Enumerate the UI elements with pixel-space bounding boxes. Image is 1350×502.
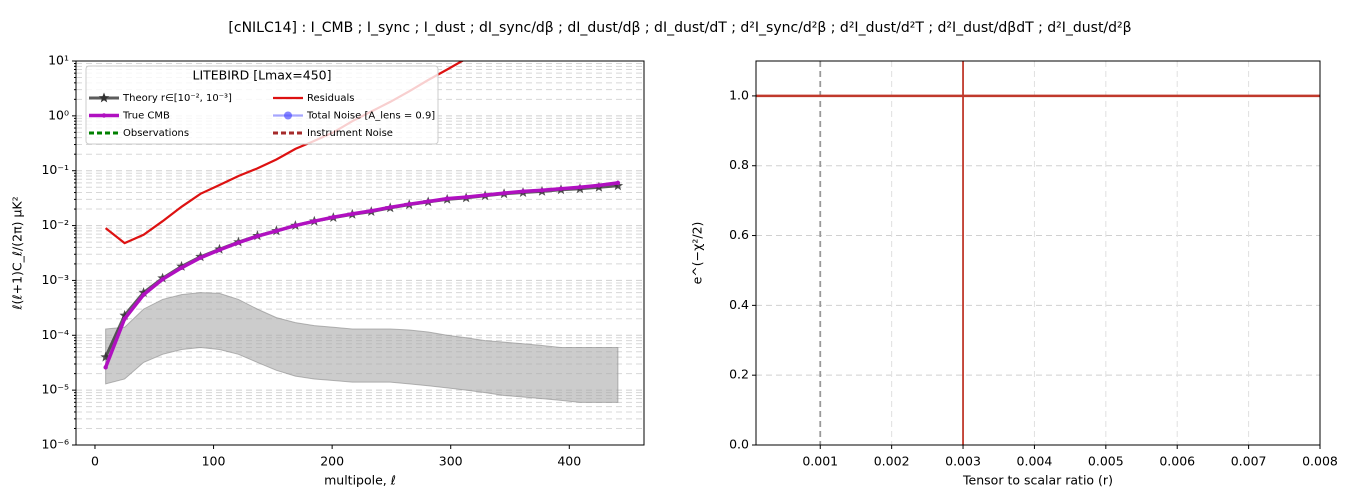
legend-label: Total Noise [A_lens = 0.9] xyxy=(306,111,435,122)
dot-marker xyxy=(122,316,127,321)
dot-marker xyxy=(577,185,583,190)
y-tick-label: 0.2 xyxy=(729,367,749,382)
x-tick-label: 0.007 xyxy=(1231,454,1267,469)
x-tick-label: 0.006 xyxy=(1159,454,1195,469)
legend-label: Residuals xyxy=(307,93,354,104)
star-marker xyxy=(100,351,111,362)
x-tick-label: 0.004 xyxy=(1017,454,1053,469)
y-tick-label: 10⁻⁴ xyxy=(41,327,69,342)
y-axis-label: ℓ(ℓ+1)C_ℓ/(2π) μK² xyxy=(10,196,25,310)
dot-marker xyxy=(255,234,260,239)
y-axis-label: e^(−χ²/2) xyxy=(690,222,705,285)
dot-marker xyxy=(274,228,279,234)
y-tick-label: 1.0 xyxy=(729,87,749,102)
y-tick-label: 0.8 xyxy=(729,157,749,172)
dot-marker xyxy=(198,255,203,260)
x-tick-label: 100 xyxy=(202,454,226,469)
dot-marker xyxy=(482,192,488,198)
y-tick-label: 10⁻⁶ xyxy=(41,437,69,452)
dot-marker xyxy=(331,215,336,220)
dot-marker xyxy=(615,180,621,186)
y-tick-label: 0.4 xyxy=(729,297,749,312)
dot-marker xyxy=(463,194,469,200)
dot-marker xyxy=(160,277,165,282)
dot-marker xyxy=(558,186,564,191)
legend-label: Instrument Noise xyxy=(307,128,393,139)
y-tick-label: 10¹ xyxy=(48,53,69,68)
series-line xyxy=(103,181,619,369)
dot-marker xyxy=(217,247,222,253)
legend-label: True CMB xyxy=(122,111,170,122)
x-tick-label: 200 xyxy=(320,454,344,469)
legend-title: LITEBIRD [Lmax=450] xyxy=(192,68,331,83)
legend-label: Observations xyxy=(123,128,189,139)
dot-marker xyxy=(350,211,355,217)
noise-band xyxy=(105,292,619,403)
star-marker xyxy=(119,309,130,320)
x-tick-label: 0.008 xyxy=(1302,454,1338,469)
legend-label: Theory r∈[10⁻², 10⁻³] xyxy=(122,93,232,104)
x-tick-label: 0.002 xyxy=(874,454,910,469)
star-marker xyxy=(612,180,624,191)
x-tick-label: 0.003 xyxy=(945,454,981,469)
legend-box xyxy=(85,65,439,145)
dot-marker xyxy=(444,196,450,201)
dot-marker xyxy=(501,190,507,196)
dot-marker xyxy=(539,188,545,193)
legend-marker xyxy=(284,111,292,120)
legend-marker xyxy=(101,113,107,118)
dot-marker xyxy=(312,219,317,224)
x-tick-label: 0 xyxy=(91,454,99,469)
dot-marker xyxy=(520,189,526,194)
x-tick-label: 0.005 xyxy=(1088,454,1124,469)
y-tick-label: 10⁻⁵ xyxy=(41,382,69,397)
x-tick-label: 400 xyxy=(557,454,581,469)
y-tick-label: 10⁻³ xyxy=(41,272,69,287)
x-axis-label: multipole, ℓ xyxy=(324,473,396,488)
dot-marker xyxy=(596,183,602,188)
axes-frame xyxy=(75,60,645,446)
dot-marker xyxy=(103,365,108,370)
dot-marker xyxy=(388,205,393,210)
x-tick-label: 300 xyxy=(439,454,463,469)
y-tick-label: 10⁰ xyxy=(48,107,69,122)
x-tick-label: 0.001 xyxy=(802,454,838,469)
y-tick-label: 10⁻² xyxy=(41,217,69,232)
dot-marker xyxy=(293,223,298,228)
plot-area xyxy=(756,61,1320,445)
dot-marker xyxy=(369,208,374,214)
dot-marker xyxy=(407,202,412,207)
y-tick-label: 0.6 xyxy=(729,227,749,242)
figure-title: [cNILC14] : I_CMB ; I_sync ; I_dust ; dI… xyxy=(228,20,1131,36)
legend-marker xyxy=(98,92,110,103)
star-marker xyxy=(138,287,149,297)
dot-marker xyxy=(141,292,146,297)
dot-marker xyxy=(236,240,241,245)
dot-marker xyxy=(425,199,431,204)
axes-frame xyxy=(755,60,1321,446)
y-tick-label: 10⁻¹ xyxy=(41,162,69,177)
y-tick-label: 0.0 xyxy=(729,437,749,452)
dot-marker xyxy=(179,265,184,270)
x-axis-label: Tensor to scalar ratio (r) xyxy=(962,473,1113,488)
